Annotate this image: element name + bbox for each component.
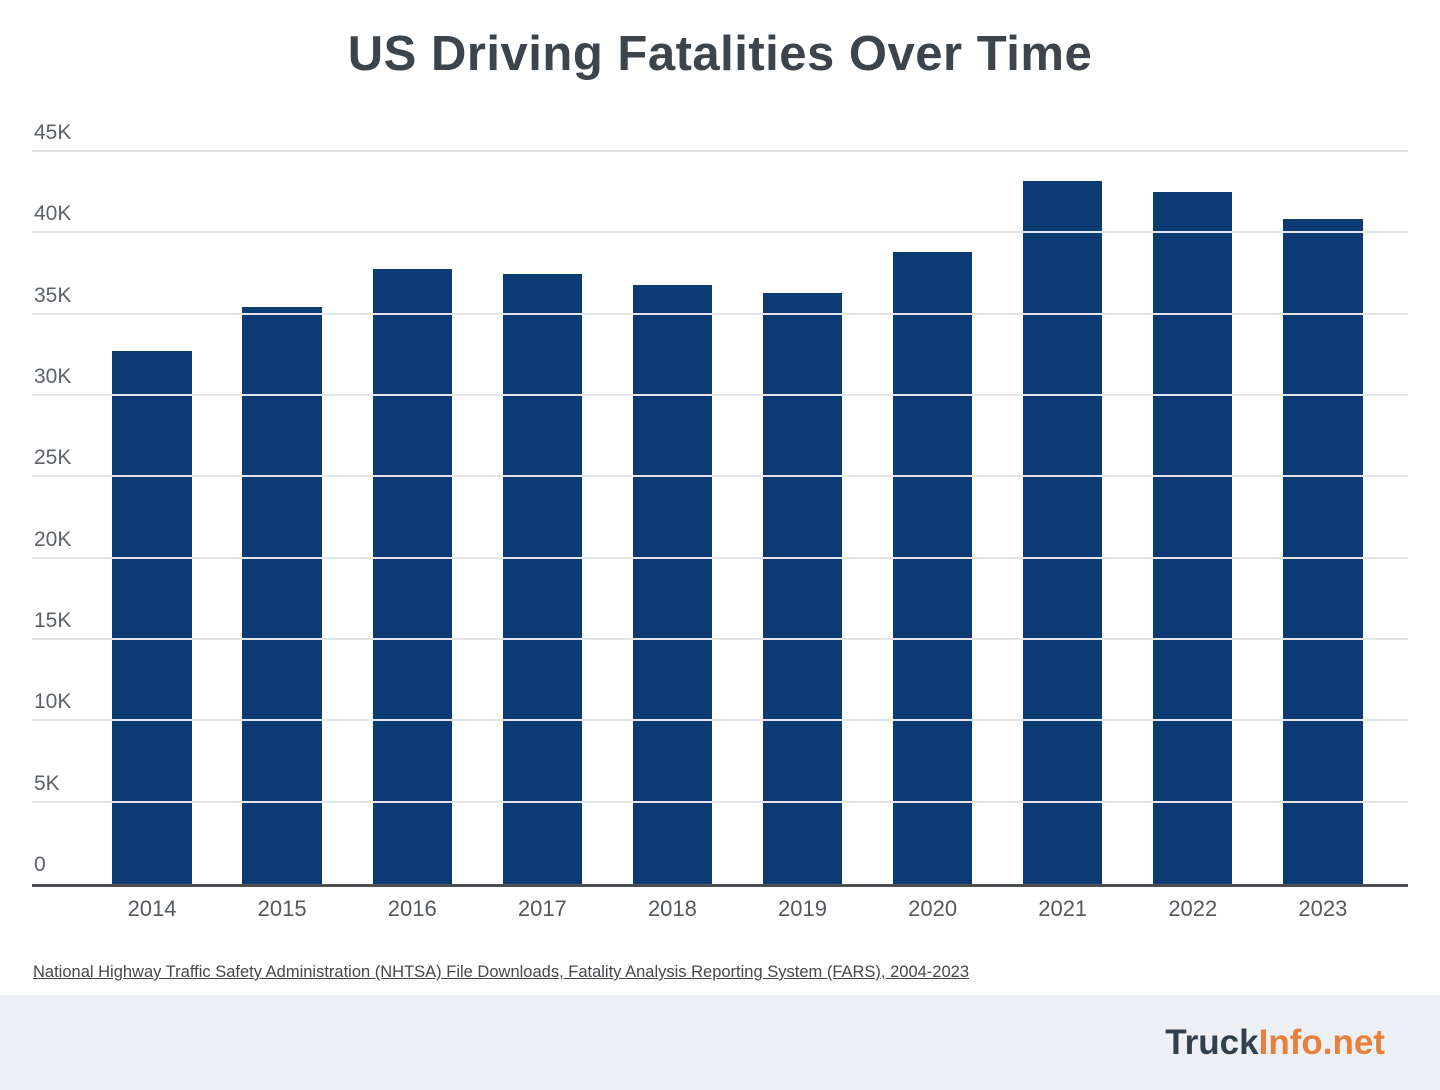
logo-text-info-net: Info.net — [1258, 1022, 1385, 1062]
y-tick-label-25K: 25K — [34, 446, 72, 470]
y-tick-label-30K: 30K — [34, 365, 72, 389]
x-tick-label-2019: 2019 — [778, 896, 827, 921]
bar-2019 — [762, 292, 843, 884]
x-tick-label-2022: 2022 — [1168, 896, 1218, 921]
bar-slot-2022 — [1128, 152, 1258, 884]
x-axis-labels: 2014 2015 2016 2017 2018 2019 2020 2021 2022 2023 — [87, 896, 1388, 922]
x-tick-label-2015: 2015 — [257, 896, 307, 921]
gridline-15K — [32, 638, 1408, 640]
bar-slot-2021 — [998, 152, 1128, 884]
x-tick-label-2018: 2018 — [647, 896, 697, 921]
y-tick-label-20K: 20K — [34, 527, 72, 551]
gridline-45K — [32, 150, 1408, 152]
x-tick-label-2016: 2016 — [387, 896, 437, 921]
y-tick-label-0: 0 — [34, 853, 46, 876]
bars-row — [87, 152, 1388, 884]
bar-slot-2014 — [87, 152, 217, 884]
y-tick-label-5K: 5K — [34, 771, 60, 795]
bar-2023 — [1283, 218, 1363, 884]
bar-2021 — [1023, 180, 1103, 884]
bar-slot-2017 — [477, 152, 607, 884]
bar-slot-2015 — [217, 152, 347, 884]
gridline-40K — [32, 231, 1408, 234]
gridline-10K — [32, 719, 1408, 722]
x-tick-label-2014: 2014 — [127, 896, 177, 921]
y-tick-label-45K: 45K — [34, 121, 72, 144]
bar-slot-2019 — [737, 152, 867, 884]
truckinfo-logo[interactable]: TruckInfo.net — [1165, 1023, 1385, 1063]
x-tick-label-2020: 2020 — [908, 896, 958, 921]
plot-area: 0 5K 10K 15K 20K 25K 30K 35K 40K 45K — [32, 122, 1408, 887]
bar-slot-2016 — [347, 152, 477, 884]
gridline-5K — [32, 800, 1408, 803]
bar-slot-2023 — [1258, 152, 1388, 884]
gridline-20K — [32, 556, 1408, 559]
y-tick-label-35K: 35K — [34, 283, 72, 307]
x-tick-label-2021: 2021 — [1038, 896, 1088, 921]
bar-2016 — [372, 269, 452, 884]
x-tick-label-2017: 2017 — [517, 896, 567, 921]
y-tick-label-40K: 40K — [34, 202, 72, 226]
bar-2015 — [242, 306, 322, 884]
source-citation-link[interactable]: National Highway Traffic Safety Administ… — [33, 963, 969, 981]
bar-slot-2018 — [607, 152, 737, 884]
bar-slot-2020 — [868, 152, 998, 884]
footer: TruckInfo.net — [0, 995, 1440, 1090]
gridline-35K — [32, 312, 1408, 315]
chart-title: US Driving Fatalities Over Time — [347, 27, 1093, 81]
bar-2020 — [892, 252, 973, 884]
bar-2018 — [632, 284, 713, 884]
bar-2022 — [1153, 192, 1233, 884]
x-tick-label-2023: 2023 — [1298, 896, 1348, 921]
y-tick-label-15K: 15K — [34, 609, 72, 633]
logo-text-truck: Truck — [1165, 1022, 1259, 1062]
gridline-25K — [32, 475, 1408, 478]
gridline-30K — [32, 394, 1408, 396]
bar-2014 — [112, 351, 192, 884]
y-tick-label-10K: 10K — [34, 690, 72, 714]
bar-2017 — [502, 274, 582, 884]
